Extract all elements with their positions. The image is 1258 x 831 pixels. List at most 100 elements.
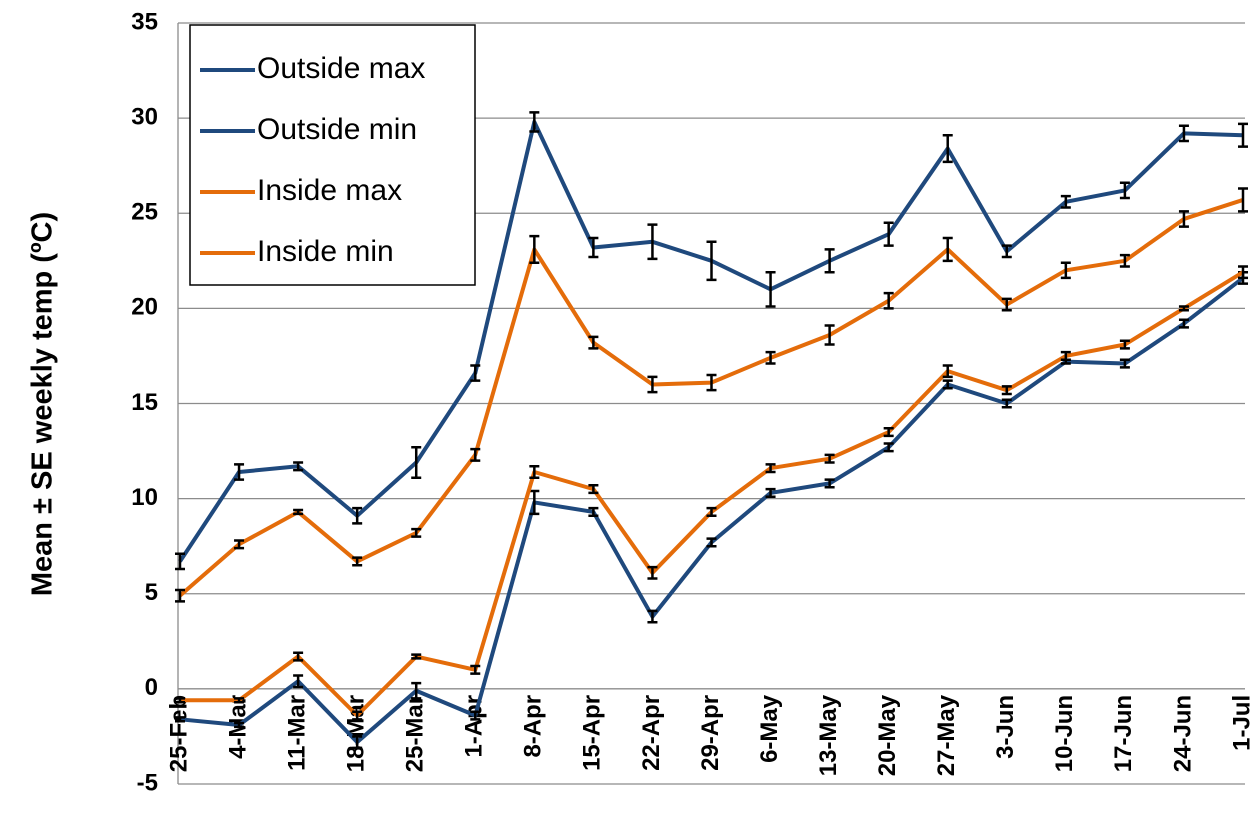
error-bar	[883, 426, 894, 438]
error-bar	[1119, 358, 1130, 369]
legend-label: Inside min	[257, 235, 394, 268]
x-tick-label: 6-May	[756, 694, 783, 763]
error-bar	[1238, 122, 1248, 148]
error-bar	[1178, 305, 1189, 312]
error-bar	[1001, 385, 1012, 396]
error-bar	[470, 447, 481, 462]
series-line	[180, 270, 1245, 718]
error-bar	[1178, 318, 1189, 329]
error-bar	[588, 236, 599, 259]
error-bar	[588, 506, 599, 517]
error-bar	[647, 609, 658, 624]
error-bar	[352, 506, 363, 525]
error-bar	[234, 463, 245, 481]
error-bar	[234, 721, 245, 729]
error-bar	[647, 565, 658, 580]
x-tick-label: 24-Jun	[1169, 695, 1196, 772]
y-tick-label: 30	[131, 103, 158, 130]
error-bar	[1178, 210, 1189, 228]
y-tick-label: 10	[131, 484, 158, 511]
x-tick-label: 25-Feb	[165, 695, 192, 772]
x-tick-label: 11-Mar	[283, 695, 310, 771]
error-bar	[175, 716, 185, 723]
x-tick-label: 17-Jun	[1110, 695, 1137, 772]
y-tick-label: 25	[131, 199, 158, 226]
y-tick-label: 35	[131, 8, 158, 35]
error-bar	[1001, 297, 1012, 312]
x-tick-label: 1-Apr	[461, 695, 488, 758]
legend: Outside max Outside min Inside max Inside m…	[189, 24, 476, 286]
error-bar	[1001, 244, 1012, 259]
error-bar	[1238, 265, 1248, 280]
error-bar	[470, 710, 481, 721]
error-bar	[529, 111, 540, 133]
x-tick-label: 22-Apr	[638, 695, 665, 771]
error-bar	[175, 552, 185, 571]
error-bar	[411, 653, 422, 660]
error-bar	[647, 375, 658, 394]
error-bar	[588, 484, 599, 495]
error-bar	[175, 697, 185, 704]
x-tick-label: 20-May	[874, 694, 901, 776]
x-tick-label: 25-Mar	[402, 695, 429, 772]
error-bar	[411, 446, 422, 479]
error-bar	[1060, 194, 1071, 209]
error-bar	[706, 240, 717, 282]
error-bar	[765, 487, 776, 498]
error-bar	[293, 461, 304, 472]
error-bar	[234, 539, 245, 550]
error-bar	[942, 236, 953, 263]
x-tick-label: 8-Apr	[520, 695, 547, 758]
y-axis-label: Mean ± SE weekly temp (ºC)	[27, 212, 59, 596]
error-bar	[706, 373, 717, 392]
x-tick-label: 10-Jun	[1051, 695, 1078, 772]
x-tick-label: 13-May	[815, 694, 842, 776]
error-bar	[411, 681, 422, 700]
error-bar	[352, 735, 363, 750]
error-bar	[352, 710, 363, 721]
error-bar	[824, 248, 835, 274]
x-tick-label: 27-May	[933, 694, 960, 776]
legend-label: Inside max	[257, 174, 402, 207]
error-bar	[293, 508, 304, 516]
error-bar	[1060, 261, 1071, 280]
error-bar	[411, 527, 422, 538]
error-bar	[883, 221, 894, 247]
error-bar	[234, 697, 245, 704]
error-bar	[824, 453, 835, 464]
error-bar	[352, 556, 363, 567]
legend-label: Outside max	[257, 52, 425, 85]
error-bar	[1238, 187, 1248, 213]
error-bar	[529, 234, 540, 264]
error-bar	[1119, 181, 1130, 200]
y-tick-label: 0	[145, 674, 158, 701]
error-bar	[470, 664, 481, 675]
error-bar	[706, 506, 717, 517]
x-tick-label: 3-Jun	[992, 695, 1019, 759]
error-bar	[588, 335, 599, 350]
error-bar	[1119, 253, 1130, 268]
error-bar	[824, 478, 835, 489]
error-bar	[942, 379, 953, 390]
error-bar	[706, 537, 717, 548]
x-tick-label: 29-Apr	[697, 695, 724, 771]
legend-label: Outside min	[257, 113, 417, 146]
x-tick-label: 1-Jul	[1228, 695, 1255, 751]
error-bar	[1001, 398, 1012, 409]
error-bar	[883, 442, 894, 453]
error-bar	[942, 364, 953, 379]
error-bar	[293, 674, 304, 689]
error-bar	[1178, 124, 1189, 143]
error-bar	[647, 223, 658, 261]
error-bar	[765, 350, 776, 365]
error-bar	[529, 489, 540, 516]
y-tick-label: 15	[131, 389, 158, 416]
error-bar	[765, 463, 776, 474]
error-bar	[1060, 350, 1071, 361]
y-tick-label: 5	[145, 579, 158, 606]
error-bar	[529, 465, 540, 479]
x-tick-label: 15-Apr	[579, 695, 606, 771]
error-bar	[824, 324, 835, 346]
y-tick-label: 20	[131, 294, 158, 321]
